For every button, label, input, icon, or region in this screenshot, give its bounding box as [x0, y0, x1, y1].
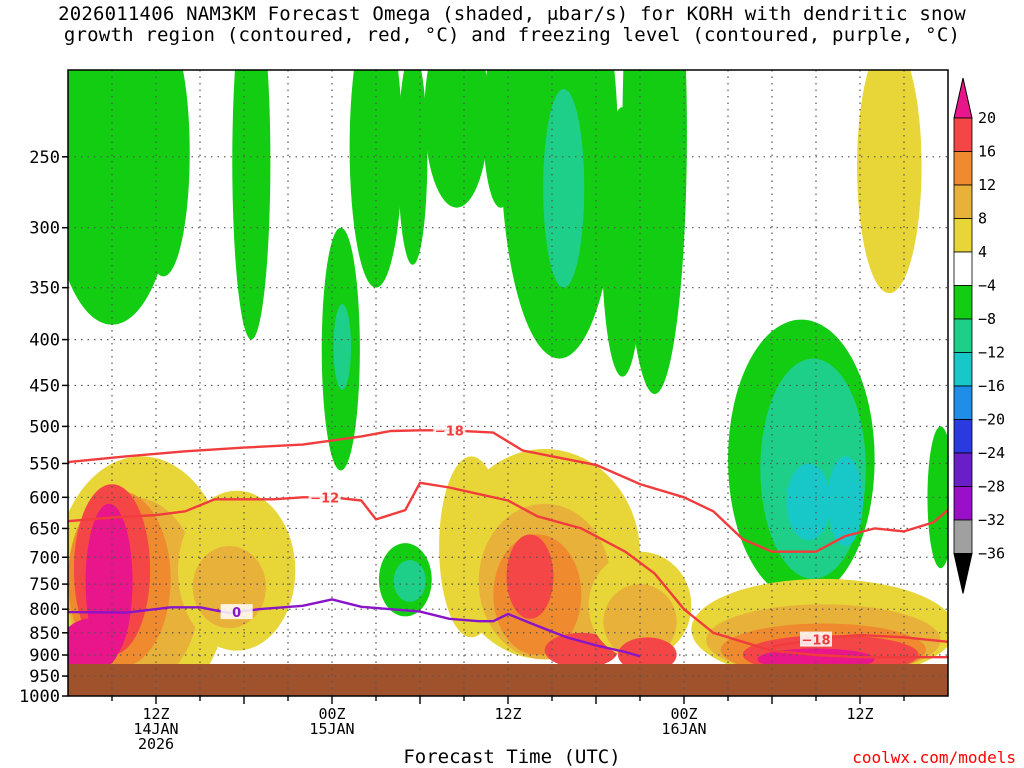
colorbar-bin-7	[953, 318, 973, 353]
isotherm-1	[68, 481, 948, 659]
contour-lines: −18 −12 −18 0	[68, 422, 948, 659]
y-tick-label-800: 800	[29, 600, 60, 620]
colorbar-bin-6	[953, 285, 973, 320]
y-tick-label-1000: 1000	[19, 687, 60, 707]
colorbar-label-10: −24	[978, 444, 1005, 462]
chart-title-line-2: growth region (contoured, red, °C) and f…	[63, 24, 961, 46]
omega-region-13	[622, 70, 687, 394]
y-tick-label-500: 500	[29, 417, 60, 437]
colorbar-bin-2	[953, 151, 973, 186]
x-axis-title: Forecast Time (UTC)	[403, 746, 621, 768]
isotherm-2	[771, 633, 948, 648]
colorbar-label-7: −12	[978, 344, 1005, 362]
colorbar-bin-5	[953, 251, 973, 286]
x-tick-label-42-0: 00Z	[670, 705, 697, 723]
site-credit: coolwx.com/models	[852, 748, 1016, 767]
omega-region-21	[857, 70, 922, 294]
x-tick-label-18-1: 15JAN	[309, 720, 354, 738]
isotherm-1-label-bg	[308, 489, 341, 505]
y-tick-label-350: 350	[29, 279, 60, 299]
colorbar-bin-12	[953, 486, 973, 521]
colorbar: 20 16 12 8 4 −4 −8 −12 −16 −20 −24 −28 −32 −36	[953, 77, 1005, 594]
y-tick-label-750: 750	[29, 575, 60, 595]
isotherm-2-label: −18	[802, 634, 831, 649]
colorbar-label-2: 12	[978, 176, 996, 194]
colorbar-label-4: 4	[978, 243, 987, 261]
omega-region-6	[349, 70, 403, 288]
y-tick-label-950: 950	[29, 667, 60, 687]
x-tick-label-6-0: 12Z	[142, 705, 169, 723]
y-tick-label-900: 900	[29, 646, 60, 666]
y-tick-label-650: 650	[29, 519, 60, 539]
x-tick-label-42-1: 16JAN	[661, 720, 706, 738]
colorbar-bin-3	[953, 184, 973, 219]
colorbar-bin-8	[953, 352, 973, 387]
y-tick-label-450: 450	[29, 376, 60, 396]
colorbar-bin-1	[953, 117, 973, 152]
freezing-level-label: 0	[232, 606, 241, 621]
colorbar-label-12: −32	[978, 511, 1005, 529]
y-tick-label-700: 700	[29, 548, 60, 568]
omega-region-3	[232, 70, 271, 340]
y-tick-label-400: 400	[29, 331, 60, 351]
omega-region-18	[927, 426, 948, 569]
x-tick-label-18-0: 00Z	[318, 705, 345, 723]
colorbar-label-5: −4	[978, 277, 996, 295]
colorbar-label-3: 8	[978, 210, 987, 228]
y-axis: 2503003504004505005506006507007508008509…	[19, 148, 68, 707]
y-tick-label-250: 250	[29, 148, 60, 168]
colorbar-label-6: −8	[978, 310, 996, 328]
x-tick-label-6-1: 14JAN	[133, 720, 178, 738]
isotherm-2-label-bg	[800, 631, 832, 647]
omega-region-20	[393, 560, 426, 602]
omega-region-8	[424, 70, 489, 208]
omega-region-16	[786, 463, 831, 541]
y-tick-label-850: 850	[29, 624, 60, 644]
x-tick-label-6-2: 2026	[138, 735, 174, 753]
omega-region-17	[827, 456, 863, 546]
freezing-level	[68, 598, 641, 658]
isotherm-1-label: −12	[310, 491, 339, 506]
colorbar-label-9: −20	[978, 411, 1005, 429]
omega-region-5	[333, 303, 352, 390]
y-tick-label-550: 550	[29, 454, 60, 474]
colorbar-bin-11	[953, 452, 973, 487]
omega-region-2	[136, 70, 190, 277]
y-tick-label-600: 600	[29, 488, 60, 508]
chart-title-line-1: 2026011406 NAM3KM Forecast Omega (shaded…	[58, 3, 966, 25]
isotherm-0-label: −18	[435, 424, 464, 439]
colorbar-bin-9	[953, 385, 973, 420]
omega-region-11	[543, 88, 585, 288]
colorbar-label-11: −28	[978, 478, 1005, 496]
colorbar-top-triangle	[953, 77, 973, 119]
colorbar-bottom-triangle	[953, 553, 973, 594]
colorbar-bin-10	[953, 419, 973, 454]
colorbar-label-0: 20	[978, 109, 996, 127]
isotherm-0	[68, 429, 948, 553]
omega-region-34	[506, 534, 554, 619]
colorbar-label-1: 16	[978, 143, 996, 161]
omega-region-7	[398, 70, 428, 265]
x-tick-label-30-0: 12Z	[494, 705, 521, 723]
y-tick-label-300: 300	[29, 219, 60, 239]
isotherm-0-label-bg	[433, 422, 466, 438]
colorbar-label-8: −16	[978, 377, 1005, 395]
omega-region-35	[544, 632, 618, 668]
colorbar-bin-13	[953, 519, 973, 554]
colorbar-bin-4	[953, 218, 973, 253]
grid-lines	[68, 70, 948, 696]
omega-region-27	[68, 618, 120, 672]
colorbar-label-13: −36	[978, 545, 1005, 563]
x-tick-label-54-0: 12Z	[846, 705, 873, 723]
freezing-level-label-bg	[220, 604, 253, 620]
